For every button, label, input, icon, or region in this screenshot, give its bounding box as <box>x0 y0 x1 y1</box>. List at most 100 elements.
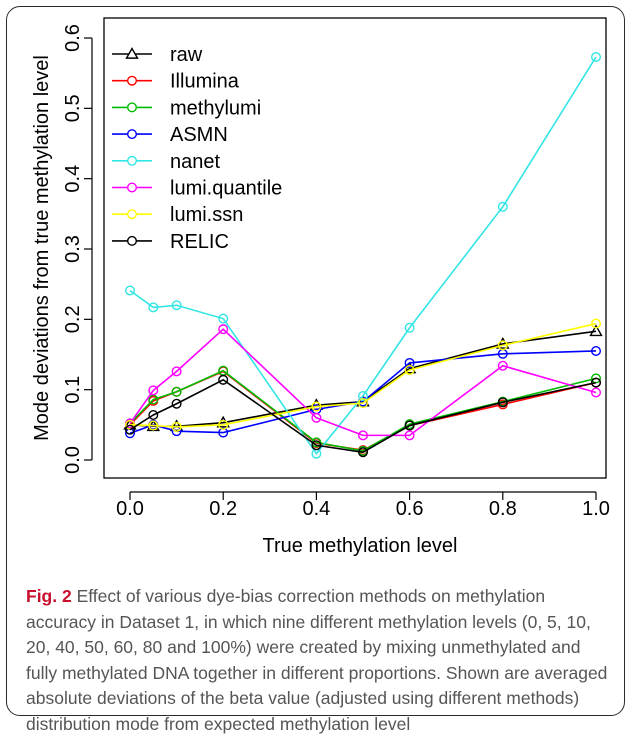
data-point <box>311 401 322 412</box>
series-line <box>129 350 597 435</box>
data-point <box>218 324 229 335</box>
x-tick-label: 0.6 <box>396 498 424 520</box>
legend-label: raw <box>170 44 203 66</box>
legend-label: lumi.ssn <box>170 204 243 226</box>
y-tick-label: 0.6 <box>62 24 84 52</box>
y-tick-label: 0.3 <box>62 235 84 263</box>
data-point <box>496 337 510 349</box>
series-lumi-ssn <box>124 318 602 432</box>
data-point <box>148 409 159 420</box>
legend-item: nanet <box>112 151 220 173</box>
x-tick-label: 0.4 <box>302 498 330 520</box>
data-point <box>148 302 159 313</box>
data-point <box>358 430 369 441</box>
data-point <box>591 345 602 356</box>
data-point <box>171 386 182 397</box>
series-line <box>129 56 597 456</box>
data-point <box>497 360 508 371</box>
data-point <box>591 387 602 398</box>
data-point <box>171 366 182 377</box>
legend-swatch-marker <box>125 47 139 59</box>
data-point <box>404 357 415 368</box>
series-illumina <box>124 366 602 456</box>
data-point <box>591 51 602 62</box>
data-point <box>124 424 135 435</box>
legend-label: Illumina <box>170 71 240 93</box>
data-point <box>358 447 369 458</box>
legend-swatch-marker <box>126 75 137 86</box>
y-tick-label: 0.5 <box>62 94 84 122</box>
legend: raw Illumina methylumi ASMN nanet lumi.quanti… <box>112 44 282 253</box>
legend-item: Illumina <box>112 71 240 93</box>
x-tick-label: 1.0 <box>582 498 610 520</box>
legend-label: RELIC <box>170 231 229 253</box>
legend-label: nanet <box>170 151 220 173</box>
data-point <box>404 322 415 333</box>
series-line <box>129 322 597 428</box>
data-point <box>218 313 229 324</box>
legend-swatch-marker <box>126 209 137 220</box>
legend-swatch-marker <box>126 102 137 113</box>
data-point <box>124 285 135 296</box>
data-point <box>404 430 415 441</box>
data-point <box>402 361 417 374</box>
legend-swatch-marker <box>126 235 137 246</box>
legend-swatch-marker <box>126 155 137 166</box>
series-lumi-quantile <box>124 324 602 441</box>
legend-swatch-marker <box>126 182 137 193</box>
legend-item: lumi.quantile <box>112 178 282 200</box>
data-point <box>404 364 415 375</box>
data-point <box>218 419 229 430</box>
y-tick-label: 0.1 <box>62 376 84 404</box>
legend-label: methylumi <box>170 97 261 119</box>
y-axis-title: Mode deviations from true methylation le… <box>31 55 53 441</box>
data-point <box>497 397 508 408</box>
data-point <box>311 412 322 423</box>
data-point <box>497 201 508 212</box>
data-point <box>148 420 159 431</box>
y-tick-label: 0.4 <box>62 165 84 193</box>
legend-item: RELIC <box>112 231 229 253</box>
y-tick-label: 0.2 <box>62 305 84 333</box>
plot-border <box>103 17 607 479</box>
series-line <box>129 369 597 452</box>
series-line <box>129 330 597 428</box>
series-raw <box>123 324 603 432</box>
line-chart: 0.0 0.2 0.4 0.6 0.8 1.0 0.0 0.1 0.2 0.3 0.4 0.5 0.6 T… <box>31 17 610 557</box>
x-tick-label: 0.2 <box>209 498 237 520</box>
data-point <box>358 390 369 401</box>
x-tick-label: 0.8 <box>489 498 517 520</box>
legend-item: raw <box>112 44 203 66</box>
data-point <box>591 377 602 388</box>
data-point <box>148 385 159 396</box>
data-point <box>218 427 229 438</box>
x-axis-title: True methylation level <box>263 535 458 557</box>
data-point <box>358 398 369 409</box>
y-tick-label: 0.0 <box>62 446 84 474</box>
caption-text: Effect of various dye-bias correction me… <box>26 586 608 734</box>
data-point <box>171 398 182 409</box>
figure-caption: Fig. 2 Effect of various dye-bias correc… <box>26 584 611 737</box>
series-line <box>129 370 597 451</box>
data-point <box>171 300 182 311</box>
data-point <box>404 420 415 431</box>
series-line <box>129 328 597 437</box>
data-point <box>218 374 229 385</box>
data-point <box>589 324 603 337</box>
data-point <box>171 421 182 432</box>
legend-item: ASMN <box>112 124 228 146</box>
legend-item: methylumi <box>112 97 261 119</box>
caption-label: Fig. 2 <box>26 586 72 606</box>
series-relic <box>124 374 602 458</box>
x-tick-label: 0.0 <box>116 498 144 520</box>
series-nanet <box>124 51 602 459</box>
legend-item: lumi.ssn <box>112 204 243 226</box>
data-point <box>591 318 602 329</box>
data-point <box>497 340 508 351</box>
figure-frame <box>6 6 625 716</box>
data-point <box>311 440 322 451</box>
legend-swatch-marker <box>126 129 137 140</box>
legend-label: lumi.quantile <box>170 178 282 200</box>
series-line <box>129 378 597 454</box>
legend-label: ASMN <box>170 124 228 146</box>
